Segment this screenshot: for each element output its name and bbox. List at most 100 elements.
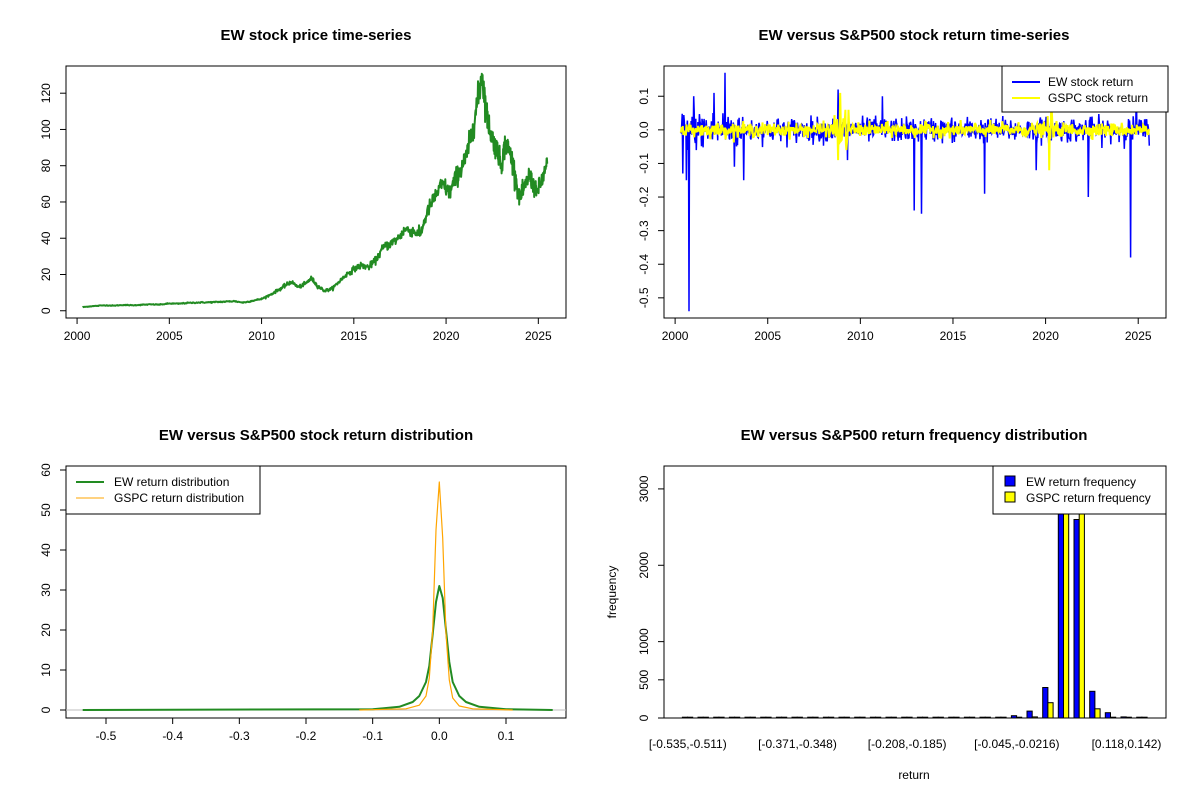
panel2-series-ew	[680, 72, 1151, 312]
panel4-bar-ew	[948, 716, 955, 719]
panel4-bar-gspc	[843, 716, 850, 719]
panel4-legend-key-ew	[1004, 475, 1016, 487]
panel3-y-tick-label: 50	[39, 503, 53, 517]
panel4-bar-gspc	[906, 716, 913, 719]
panel4-title: EW versus S&P500 return frequency distri…	[741, 427, 1088, 444]
panel1-x-axis: 2000 2005 2010 2015 2020 2025	[64, 317, 552, 343]
panel4-bar-ew	[1026, 710, 1033, 719]
panel2-y-tick-label: -0.3	[637, 220, 651, 241]
panel4-y-tick-label: 2000	[637, 552, 651, 579]
panel2-y-tick-label: -0.5	[637, 287, 651, 308]
panel4-bar-gspc	[796, 716, 803, 719]
panel1-x-tick-label: 2025	[525, 329, 552, 343]
panel4-bar-gspc	[828, 716, 835, 719]
panel2-legend-label-ew: EW stock return	[1048, 75, 1133, 89]
panel1-price-line	[82, 72, 549, 309]
panel1-y-tick-label: 0	[39, 307, 53, 314]
panel4-bar-ew	[744, 716, 751, 719]
panel1-y-tick-label: 120	[39, 83, 53, 103]
panel4-bar-gspc	[734, 716, 741, 719]
panel3-density-gspc	[359, 481, 513, 711]
panel4-legend-label-ew: EW return frequency	[1026, 475, 1136, 489]
panel4-bar-gspc	[765, 716, 772, 719]
panel3-y-tick-label: 30	[39, 583, 53, 597]
panel4-bar-ew	[995, 716, 1002, 719]
panel4-x-tick-label: [-0.208,-0.185)	[868, 737, 947, 751]
panel4-bar-ew	[885, 716, 892, 719]
panel4-bar-gspc	[1078, 511, 1085, 719]
panel1-y-tick-label: 40	[39, 231, 53, 245]
panel1-y-tick-label: 80	[39, 159, 53, 173]
panel3-x-tick-label: 0.0	[431, 729, 448, 743]
panel3-legend-box	[65, 465, 261, 515]
panel4-x-tick-label: [-0.535,-0.511)	[649, 737, 727, 751]
panel2-y-axis: 0.1 0.0 -0.1 -0.2 -0.3 -0.4 -0.5	[637, 88, 665, 308]
panel4-bar-ew	[869, 716, 877, 719]
panel4-bar-ew	[838, 716, 845, 719]
panel1-x-tick-label: 2015	[340, 329, 367, 343]
panel4-bar-ew	[791, 716, 798, 719]
panel4-bar-ew	[1042, 687, 1049, 719]
panel4-bar-ew	[1010, 715, 1018, 719]
panel4-bar-gspc	[1016, 716, 1023, 719]
panel2-x-axis: 2000 2005 2010 2015 2020 2025	[662, 317, 1152, 343]
panel4-y-tick-label: 500	[637, 669, 651, 689]
panel1-y-tick-label: 60	[39, 195, 53, 209]
panel4-bar-gspc	[1031, 716, 1038, 719]
panel4-x-tick-label: [0.118,0.142)	[1092, 737, 1162, 751]
panel4-bar-ew	[681, 716, 689, 719]
panel2-y-tick-label: -0.1	[637, 153, 651, 174]
panel1-y-axis: 0 20 40 60 80 100 120	[39, 83, 67, 314]
panel4-bar-ew	[932, 716, 939, 719]
panel4-bar-ew	[1136, 716, 1143, 719]
panel3-x-tick-label: -0.5	[96, 729, 117, 743]
panel2-x-tick-label: 2005	[754, 329, 781, 343]
panel4-bar-gspc	[749, 716, 756, 719]
panel4-y-tick-label: 1000	[637, 628, 651, 655]
panel4-bar-gspc	[922, 716, 929, 719]
panel4-bar-ew	[807, 716, 814, 719]
panel3-title: EW versus S&P500 stock return distributi…	[159, 427, 473, 444]
panel1-x-tick-label: 2005	[156, 329, 183, 343]
panel3-x-tick-label: -0.1	[362, 729, 383, 743]
panel1-y-tick-label: 100	[39, 119, 53, 139]
panel4-bar-gspc	[890, 716, 897, 719]
panel4-bar-gspc	[1141, 716, 1148, 719]
panel3-density-ew	[82, 585, 553, 711]
panel4-bar-ew	[916, 716, 924, 719]
panel4-bar-ew	[728, 716, 736, 719]
panel4-bar-gspc	[859, 716, 866, 719]
panel4-bar-gspc	[969, 716, 976, 719]
panel4-xlabel: return	[898, 768, 929, 782]
panel4-legend-key-gspc	[1004, 491, 1016, 503]
panel4-bar-gspc	[937, 716, 944, 719]
panel4-bar-gspc	[781, 716, 788, 719]
panel4-bar-gspc	[1125, 716, 1132, 719]
panel4-bar-gspc	[875, 716, 882, 719]
panel4-ylabel: frequency	[605, 566, 619, 619]
panel2-y-tick-label: 0.0	[637, 121, 651, 138]
panel2-legend-label-gspc: GSPC stock return	[1048, 91, 1148, 105]
panel3-x-tick-label: 0.1	[498, 729, 515, 743]
panel4-bar-gspc	[687, 716, 694, 719]
panel4-bar-ew	[979, 716, 986, 719]
panel4-bar-ew	[963, 716, 971, 719]
panel3-x-tick-label: -0.2	[296, 729, 317, 743]
panel2-y-tick-label: 0.1	[637, 88, 651, 105]
panel1-x-tick-label: 2020	[433, 329, 460, 343]
panel1-x-tick-label: 2000	[64, 329, 91, 343]
panel4-bar-gspc	[702, 716, 709, 719]
panel4-legend-box	[992, 465, 1167, 515]
panel3-y-axis: 0 10 20 30 40 50 60	[39, 463, 67, 713]
panel3-x-tick-label: -0.4	[162, 729, 183, 743]
panel4-x-tick-label: [-0.371,-0.348)	[758, 737, 837, 751]
panel4-bar-gspc	[718, 716, 725, 719]
panel3-legend: EW return distribution GSPC return distr…	[65, 465, 261, 515]
panel2-y-tick-label: -0.2	[637, 186, 651, 207]
panel4-bar-gspc	[1110, 716, 1117, 719]
panel3-y-tick-label: 20	[39, 623, 53, 637]
panel3-y-tick-label: 0	[39, 706, 53, 713]
panel2-legend: EW stock return GSPC stock return	[1001, 65, 1169, 113]
